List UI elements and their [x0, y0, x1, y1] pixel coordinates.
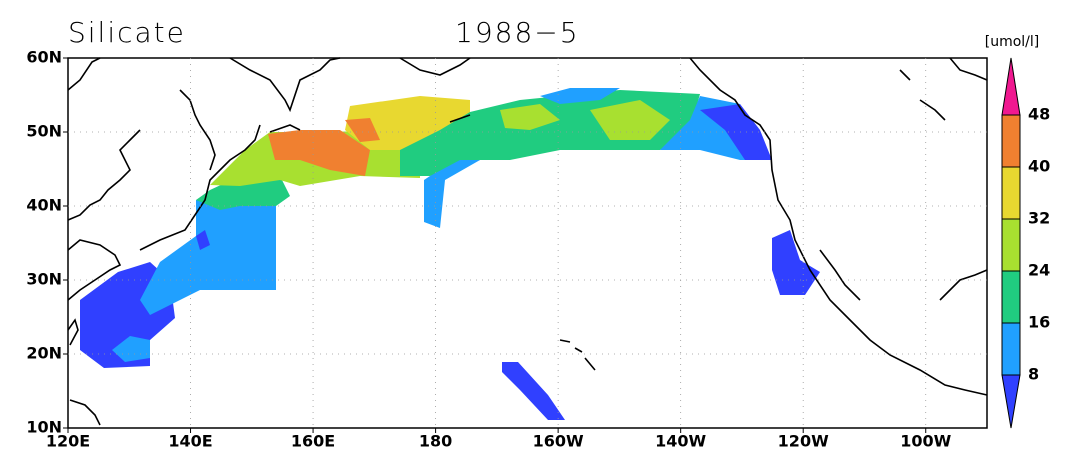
colorbar-bin [1001, 218, 1021, 272]
map-frame [67, 57, 988, 429]
lat-label: 60N [26, 48, 62, 67]
title: Silicate [68, 16, 186, 49]
lon-label: 160W [533, 432, 584, 451]
colorbar-bin [1001, 322, 1021, 376]
coastlines [67, 57, 988, 426]
lat-label: 30N [26, 270, 62, 289]
lat-label: 50N [26, 122, 62, 141]
colorbar-label: 8 [1028, 365, 1039, 384]
lat-label: 40N [26, 196, 62, 215]
colorbar-label: 16 [1028, 313, 1050, 332]
lon-label: 120E [46, 432, 90, 451]
colorbar-low [1001, 374, 1021, 429]
lon-label: 180 [419, 432, 452, 451]
unit: [umol/l] [985, 34, 1040, 50]
colorbar-label: 32 [1028, 209, 1050, 228]
colorbar-label: 48 [1028, 105, 1050, 124]
colorbar-bin [1001, 114, 1021, 168]
lon-label: 140E [168, 432, 212, 451]
lon-label: 160E [291, 432, 335, 451]
data-field [80, 88, 820, 420]
lat-label: 10N [26, 418, 62, 437]
lat-label: 20N [26, 344, 62, 363]
colorbar-label: 24 [1028, 261, 1050, 280]
lon-label: 100W [900, 432, 951, 451]
date: 1988−5 [455, 16, 580, 49]
lon-label: 120W [778, 432, 829, 451]
colorbar-bin [1001, 166, 1021, 220]
colorbar-high [1001, 57, 1021, 116]
colorbar-label: 40 [1028, 157, 1050, 176]
lon-label: 140W [655, 432, 706, 451]
colorbar-bin [1001, 270, 1021, 324]
